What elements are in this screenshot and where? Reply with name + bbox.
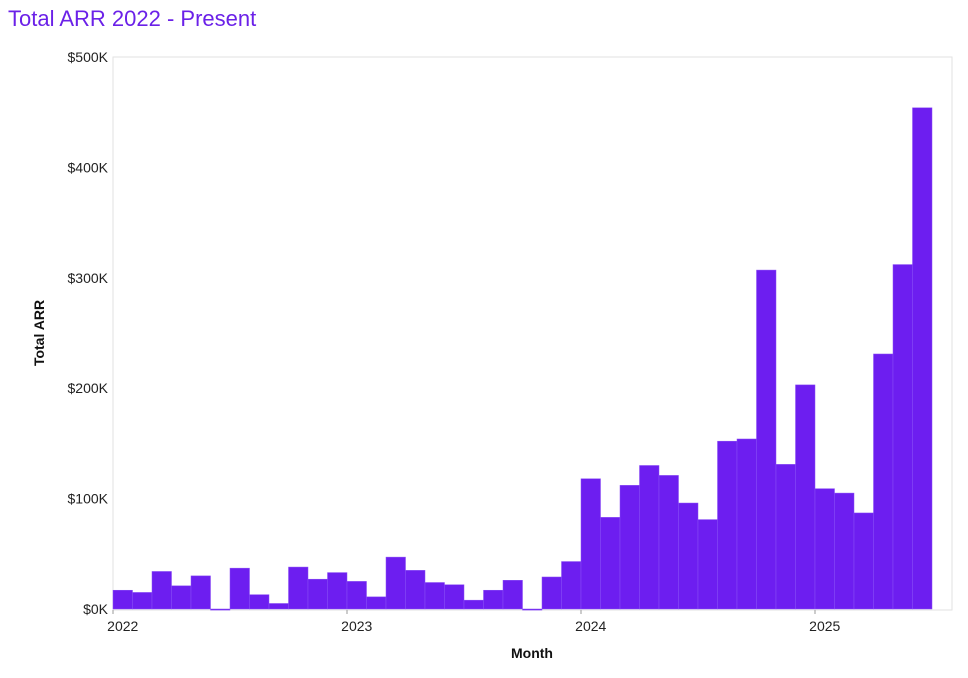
bar-2023-07 — [463, 599, 484, 610]
bar-2025-06 — [912, 107, 933, 610]
bars-group — [112, 107, 933, 611]
bar-2025-05 — [892, 264, 913, 610]
bar-2023-05 — [424, 582, 445, 610]
bar-2024-01 — [580, 478, 601, 610]
bar-2024-03 — [619, 485, 640, 610]
y-axis-title: Total ARR — [31, 300, 47, 366]
bar-2023-08 — [483, 589, 504, 610]
bar-2023-12 — [561, 561, 582, 610]
bar-2025-02 — [834, 492, 855, 610]
y-tick-label: $300K — [68, 270, 109, 286]
x-tick-label: 2025 — [809, 618, 840, 634]
x-axis: 2022 2023 2024 2025 — [107, 610, 841, 634]
bar-2023-11 — [541, 576, 562, 610]
y-tick-label: $500K — [68, 49, 109, 65]
y-tick-label: $0K — [83, 601, 109, 617]
bar-2022-10 — [288, 566, 309, 610]
bar-2022-05 — [190, 575, 211, 610]
bar-2025-03 — [853, 512, 874, 610]
bar-2022-01 — [112, 589, 133, 610]
bar-2024-12 — [795, 384, 816, 610]
bar-2024-07 — [697, 519, 718, 610]
bar-2022-03 — [151, 571, 172, 610]
bar-2024-10 — [756, 269, 777, 610]
bar-2024-05 — [658, 475, 679, 610]
y-tick-label: $400K — [68, 159, 109, 175]
chart-title: Total ARR 2022 - Present — [8, 6, 257, 31]
x-tick-label: 2022 — [107, 618, 138, 634]
bar-2022-04 — [171, 585, 192, 610]
bar-2022-07 — [229, 567, 250, 610]
bar-2023-06 — [444, 584, 465, 610]
bar-2023-10 — [522, 608, 543, 611]
bar-2023-03 — [385, 556, 406, 610]
x-tick-label: 2023 — [341, 618, 372, 634]
bar-2023-01 — [346, 581, 367, 610]
y-tick-label: $100K — [68, 491, 109, 507]
bar-2022-12 — [327, 572, 348, 610]
y-axis: $0K $100K $200K $300K $400K $500K — [68, 49, 109, 617]
bar-2022-02 — [132, 592, 153, 610]
bar-2024-06 — [678, 502, 699, 610]
bar-2024-04 — [639, 465, 660, 610]
bar-2023-04 — [405, 570, 426, 610]
bar-2022-11 — [307, 578, 328, 610]
bar-2022-09 — [268, 603, 289, 610]
bar-2024-08 — [717, 440, 738, 610]
x-tick-label: 2024 — [575, 618, 606, 634]
bar-2022-08 — [249, 594, 270, 610]
bar-2024-09 — [736, 438, 757, 610]
x-axis-title: Month — [511, 645, 553, 661]
y-tick-label: $200K — [68, 380, 109, 396]
bar-2024-02 — [600, 517, 621, 610]
bar-2025-01 — [814, 488, 835, 610]
bar-2023-02 — [366, 596, 387, 610]
bar-2023-09 — [502, 580, 523, 610]
bar-2025-04 — [873, 353, 894, 610]
bar-2022-06 — [210, 608, 231, 611]
bar-2024-11 — [775, 464, 796, 610]
